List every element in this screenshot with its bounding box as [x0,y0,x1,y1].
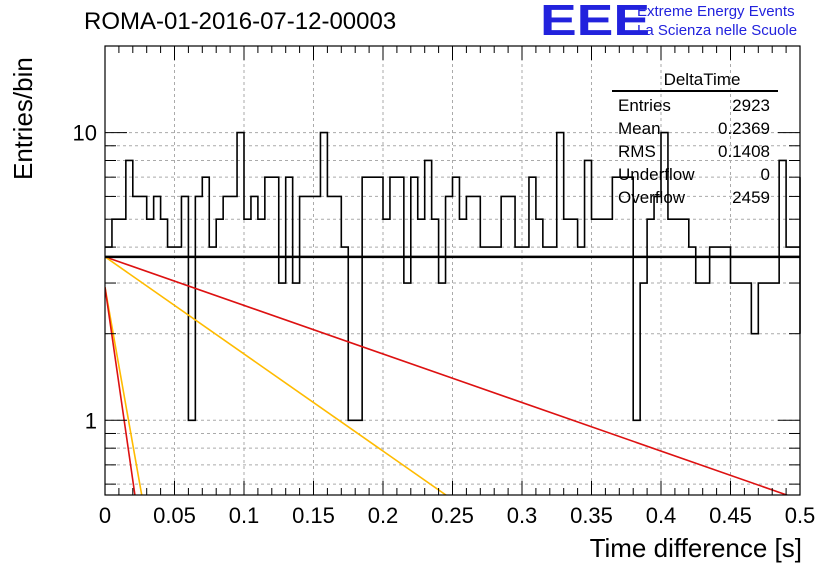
eee-logo-line1: Extreme Energy Events [637,3,795,20]
stats-row-mean: Mean 0.2369 [612,117,778,140]
x-tick-label: 0.2 [368,503,399,528]
y-tick-label: 10 [73,121,97,146]
histogram-layer [105,131,801,422]
stats-value: 2923 [732,96,770,115]
stats-title: DeltaTime [612,70,778,92]
x-tick-label: 0.15 [292,503,335,528]
fit-line-red-0 [105,256,790,495]
run-title: ROMA-01-2016-07-12-00003 [84,8,397,35]
stats-label: Underflow [618,165,695,184]
fit-lines-layer [105,255,800,495]
x-tick-label: 0.4 [646,503,677,528]
fit-line-red-3 [105,287,136,495]
x-tick-label: 0.3 [507,503,538,528]
fit-line-orange-1 [105,256,448,495]
y-axis-title: Entries/bin [8,57,38,180]
x-tick-label: 0.5 [785,503,816,528]
stats-label: RMS [618,142,656,161]
stats-label: Overflow [618,188,686,207]
eee-logo: EEE [540,0,651,45]
stats-label: Entries [618,96,671,115]
stats-row-overflow: Overflow 2459 [612,186,778,209]
x-tick-label: 0.05 [153,503,196,528]
stats-label: Mean [618,119,661,138]
stats-value: 0 [760,165,770,184]
stats-row-underflow: Underflow 0 [612,163,778,186]
stats-value: 0.2369 [718,119,770,138]
stats-row-rms: RMS 0.1408 [612,140,778,163]
stats-box: DeltaTime Entries 2923 Mean 0.2369 RMS 0… [612,70,778,209]
x-tick-label: 0.45 [709,503,752,528]
stats-value: 0.1408 [718,142,770,161]
x-tick-label: 0 [99,503,111,528]
stats-value: 2459 [732,188,770,207]
tick-marks: 0 0.05 0.1 0.15 0.2 0.25 0.3 0.35 0.4 0.45 0.5 1 10 [73,45,816,528]
y-tick-label: 1 [85,408,97,433]
eee-logo-line2: La Scienza nelle Scuole [637,22,798,39]
x-axis-title: Time difference [s] [589,533,802,563]
histogram-bins [105,131,801,422]
fit-line-orange-2 [105,287,143,495]
x-tick-label: 0.25 [431,503,474,528]
stats-row-entries: Entries 2923 [612,94,778,117]
x-tick-label: 0.35 [570,503,613,528]
x-tick-label: 0.1 [229,503,260,528]
